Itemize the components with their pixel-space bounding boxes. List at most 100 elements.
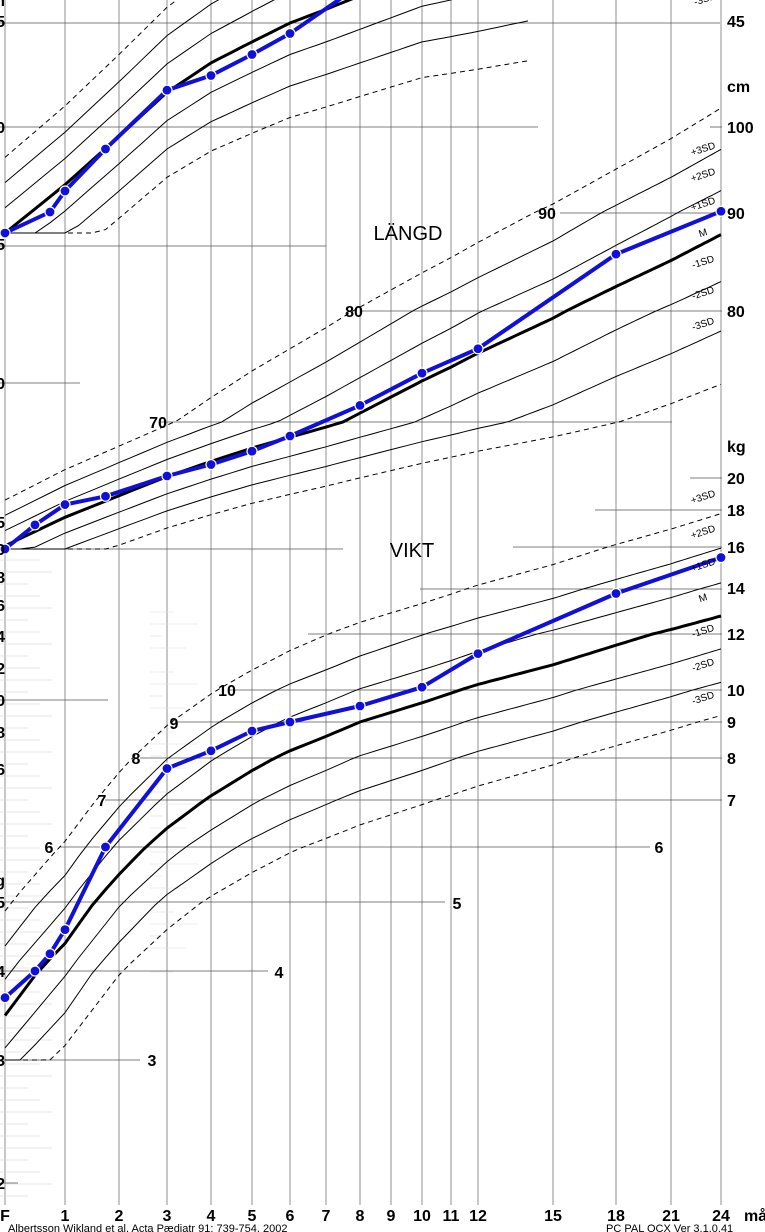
inner-label: 4 <box>275 965 284 982</box>
inner-label: 7 <box>98 793 107 810</box>
weight-tick-label: 18 <box>727 503 745 520</box>
x-tick-label: 10 <box>413 1208 431 1225</box>
sd-curve <box>4 648 722 1049</box>
weight-sd-label: +3SD <box>689 488 716 506</box>
sd-curve <box>5 281 722 550</box>
inner-label: 9 <box>170 716 179 733</box>
sd-curve <box>5 60 529 234</box>
head-left-label: 45 <box>0 14 5 31</box>
x-tick-label: 11 <box>443 1208 460 1225</box>
length-patient-point <box>161 470 173 482</box>
sd-curve <box>5 330 722 550</box>
weight-patient-point <box>416 681 428 693</box>
head-patient-point <box>99 143 112 155</box>
head-patient-point <box>246 48 258 61</box>
inner-label: 3 <box>148 1053 157 1070</box>
length-sd-label: M <box>698 227 709 240</box>
length-patient-point <box>354 399 366 411</box>
length-sd-label: -1SD <box>691 254 716 272</box>
weight-unit-left-label: kg <box>0 873 5 890</box>
sd-curve <box>5 681 722 1061</box>
sd-curve <box>4 513 722 912</box>
x-tick-label: 6 <box>286 1208 295 1225</box>
length-patient-point <box>0 543 11 555</box>
sd-curve <box>4 582 722 980</box>
weight-patient-point <box>99 841 112 853</box>
weight-left-label: 2 <box>0 1176 5 1193</box>
head-left-label: 40 <box>0 120 5 137</box>
x-tick-label: 18 <box>607 1208 625 1225</box>
weight-sd-label: +1SD <box>689 556 716 574</box>
weight-patient-point <box>44 948 56 960</box>
length-sd-label: -2SD <box>691 285 716 303</box>
sd-curve <box>5 715 722 1061</box>
inner-label: 6 <box>655 840 664 857</box>
x-tick-label: 2 <box>115 1208 124 1225</box>
length-left-label: 38 <box>0 725 5 742</box>
head-patient-point <box>59 185 71 197</box>
grid <box>0 0 722 1205</box>
length-left-label: 60 <box>0 376 5 393</box>
weight-sd-label: M <box>698 592 709 605</box>
sd-curve <box>5 20 529 234</box>
sd-curve <box>5 383 722 550</box>
length-tick-label: 80 <box>727 304 745 321</box>
weight-tick-label: 8 <box>727 751 736 768</box>
sd-curve <box>4 148 722 516</box>
sd-curve <box>4 0 275 209</box>
x-tick-label: 3 <box>163 1208 172 1225</box>
length-patient-point <box>205 458 217 471</box>
length-left-label: 46 <box>0 598 5 615</box>
x-tick-label: F <box>0 1208 10 1225</box>
x-tick-label: 1 <box>61 1208 70 1225</box>
length-patient-point <box>246 445 258 457</box>
length-tick-label: 100 <box>727 120 754 137</box>
weight-patient-point <box>246 725 258 737</box>
length-patient-point <box>99 490 112 502</box>
weight-sd-label: +2SD <box>689 523 716 541</box>
inner-label: 90 <box>538 206 556 223</box>
inner-label: 70 <box>149 415 167 432</box>
length-sd-label: -3SD <box>691 316 716 334</box>
length-sd-label: +2SD <box>689 166 716 184</box>
sd-curve <box>4 547 722 947</box>
head-left-label: 35 <box>0 237 5 254</box>
length-left-label: 55 <box>0 515 5 532</box>
length-title: LÄNGD <box>374 223 443 245</box>
length-left-label: 42 <box>0 661 5 678</box>
software-version: PC PAL OCX Ver 3.1.0.41 <box>606 1223 733 1232</box>
weight-patient-point <box>715 551 727 564</box>
x-tick-label: 4 <box>207 1208 216 1225</box>
x-tick-label: 24 <box>712 1208 730 1225</box>
head-patient-point <box>284 27 296 40</box>
x-tick-label: 8 <box>356 1208 365 1225</box>
x-tick-label: 12 <box>469 1208 487 1225</box>
sd-curve <box>4 0 178 158</box>
x-axis-label: mån <box>744 1207 765 1225</box>
head-patient-point <box>161 84 173 96</box>
weight-patient-point <box>354 700 366 712</box>
weight-tick-label: 7 <box>727 793 736 810</box>
source-citation: Albertsson Wikland et al. Acta Pædiatr 9… <box>8 1223 287 1232</box>
weight-left-label: 3 <box>0 1053 5 1070</box>
weight-tick-label: 14 <box>727 581 745 598</box>
sd-curve <box>4 190 722 532</box>
length-patient-point <box>610 248 622 260</box>
length-left-label: 48 <box>0 570 5 587</box>
weight-tick-label: 12 <box>727 627 745 644</box>
patient-series <box>0 0 727 1004</box>
weight-unit-label: kg <box>727 439 746 456</box>
length-patient-point <box>416 367 428 379</box>
x-tick-label: 15 <box>544 1208 562 1225</box>
head-patient-point <box>44 206 56 218</box>
length-left-label: 40 <box>0 693 5 710</box>
weight-left-label: 5 <box>0 895 5 912</box>
x-tick-label: 5 <box>248 1208 257 1225</box>
head-patient-point <box>205 69 217 82</box>
head-tick-label: 45 <box>727 14 745 31</box>
weight-patient-point <box>284 716 296 728</box>
inner-label: 8 <box>132 751 141 768</box>
inner-label: 10 <box>218 683 236 700</box>
weight-patient-line <box>3 555 722 1000</box>
